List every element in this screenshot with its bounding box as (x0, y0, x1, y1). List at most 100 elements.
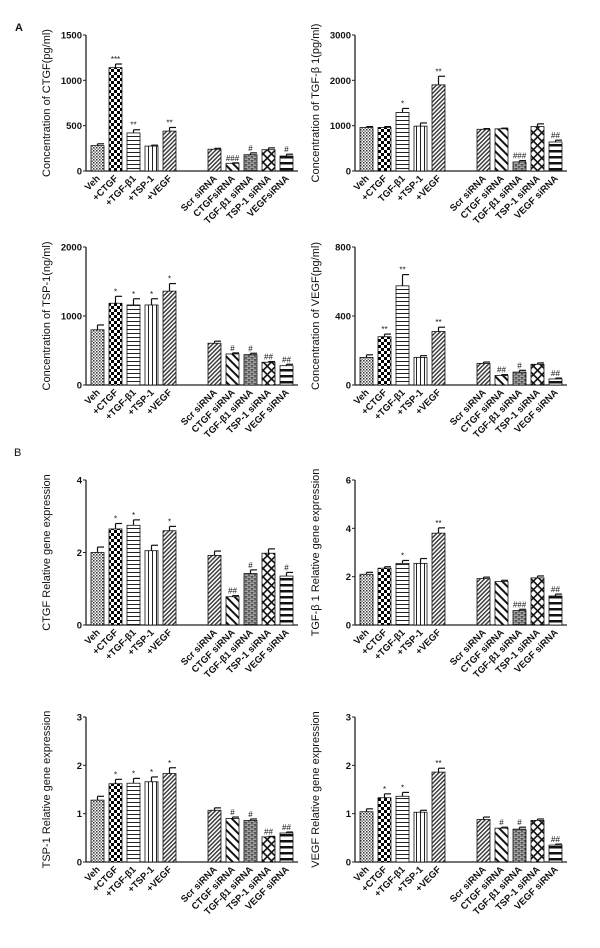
significance-label: * (401, 99, 404, 108)
significance-label: # (284, 145, 289, 154)
bar (548, 141, 563, 172)
significance-label: ## (282, 823, 291, 832)
bar (261, 361, 276, 386)
bar-chart-4: Concentration of VEGF(pg/ml) 0400800Veh**… (310, 242, 567, 440)
bar (494, 375, 509, 386)
y-axis-label: Concentration of VEGF(pg/ml) (310, 242, 322, 390)
significance-label: * (132, 511, 135, 520)
bar (279, 155, 294, 172)
significance-label: * (383, 785, 386, 794)
bar (162, 290, 177, 386)
bar (377, 336, 392, 386)
y-tick-label: 0 (346, 621, 351, 632)
bar (431, 84, 446, 172)
significance-label: # (284, 563, 289, 572)
bar (413, 125, 428, 172)
bar-chart-5: CTGF Relative gene expression 024Veh*+CTG… (41, 474, 298, 681)
bar (144, 304, 159, 386)
panel-label-a: A (15, 22, 23, 34)
bar (207, 555, 222, 626)
significance-label: ## (264, 353, 273, 362)
bar (279, 575, 294, 626)
significance-label: ** (435, 519, 441, 528)
bar (494, 128, 509, 172)
significance-label: # (248, 561, 253, 570)
bar (413, 356, 428, 386)
bar (261, 149, 276, 172)
significance-label: ## (551, 369, 560, 378)
significance-label: * (168, 759, 171, 768)
bar (225, 162, 240, 172)
bar-chart-8: VEGF Relative gene expression 0123Veh*+CT… (310, 711, 567, 918)
y-tick-label: 500 (66, 121, 82, 132)
y-tick-label: 0 (77, 167, 82, 178)
y-axis-label: TSP-1 Relative gene expression (41, 711, 53, 869)
y-tick-label: 4 (346, 524, 352, 535)
bar (126, 304, 141, 386)
y-tick-label: 2 (77, 761, 82, 772)
y-tick-label: 1 (346, 809, 352, 820)
bar (395, 112, 410, 172)
y-axis-label: CTGF Relative gene expression (41, 474, 53, 631)
bar (395, 795, 410, 863)
y-tick-label: 6 (346, 476, 351, 487)
bar (476, 578, 491, 626)
bar (279, 832, 294, 863)
bar (108, 528, 123, 626)
bar (162, 530, 177, 626)
bar (494, 827, 509, 863)
y-tick-label: 1000 (61, 76, 82, 87)
bar (162, 773, 177, 863)
bar (90, 552, 105, 626)
bar-chart-6: TGF-β 1 Relative gene expression 0246Veh+… (310, 469, 567, 681)
y-axis-label: Concentration of TGF-β 1(pg/ml) (310, 24, 322, 183)
significance-label: *** (111, 55, 120, 64)
significance-label: ** (435, 67, 441, 76)
bar (261, 836, 276, 863)
significance-label: # (248, 344, 253, 353)
significance-label: # (248, 144, 253, 153)
bar (144, 550, 159, 626)
significance-label: * (132, 769, 135, 778)
bar (512, 828, 527, 863)
bar (413, 811, 428, 863)
bar (108, 302, 123, 386)
y-tick-label: 2 (346, 572, 351, 583)
significance-label: ## (551, 835, 560, 844)
y-tick-label: 0 (77, 381, 82, 392)
significance-label: # (517, 818, 522, 827)
bar (395, 285, 410, 386)
significance-label: ## (497, 366, 506, 375)
significance-label: * (150, 290, 153, 299)
bar (476, 128, 491, 172)
bar (548, 378, 563, 386)
significance-label: * (401, 551, 404, 560)
bar (225, 596, 240, 626)
bar (413, 562, 428, 626)
bar (225, 353, 240, 386)
bar (359, 811, 374, 863)
bar (476, 363, 491, 386)
significance-label: ** (166, 118, 172, 127)
bar (243, 354, 258, 386)
bar (494, 581, 509, 626)
bar (162, 130, 177, 172)
significance-label: # (499, 818, 504, 827)
bar (377, 797, 392, 863)
significance-label: ## (282, 355, 291, 364)
y-tick-label: 0 (346, 381, 351, 392)
bar (108, 783, 123, 863)
bar-chart-1: Concentration of CTGF(pg/ml) 0 500 1000 1500… (41, 29, 298, 225)
y-tick-label: 2 (346, 761, 351, 772)
bar (530, 126, 545, 172)
significance-label: * (132, 290, 135, 299)
bar (377, 567, 392, 626)
bar (548, 595, 563, 626)
bar (90, 145, 105, 172)
y-tick-label: 1 (77, 809, 83, 820)
y-tick-label: 0 (77, 858, 82, 869)
y-axis-label: Concentration of CTGF(pg/ml) (41, 29, 53, 177)
bar (512, 371, 527, 386)
significance-label: ### (513, 152, 527, 161)
bar (512, 610, 527, 626)
